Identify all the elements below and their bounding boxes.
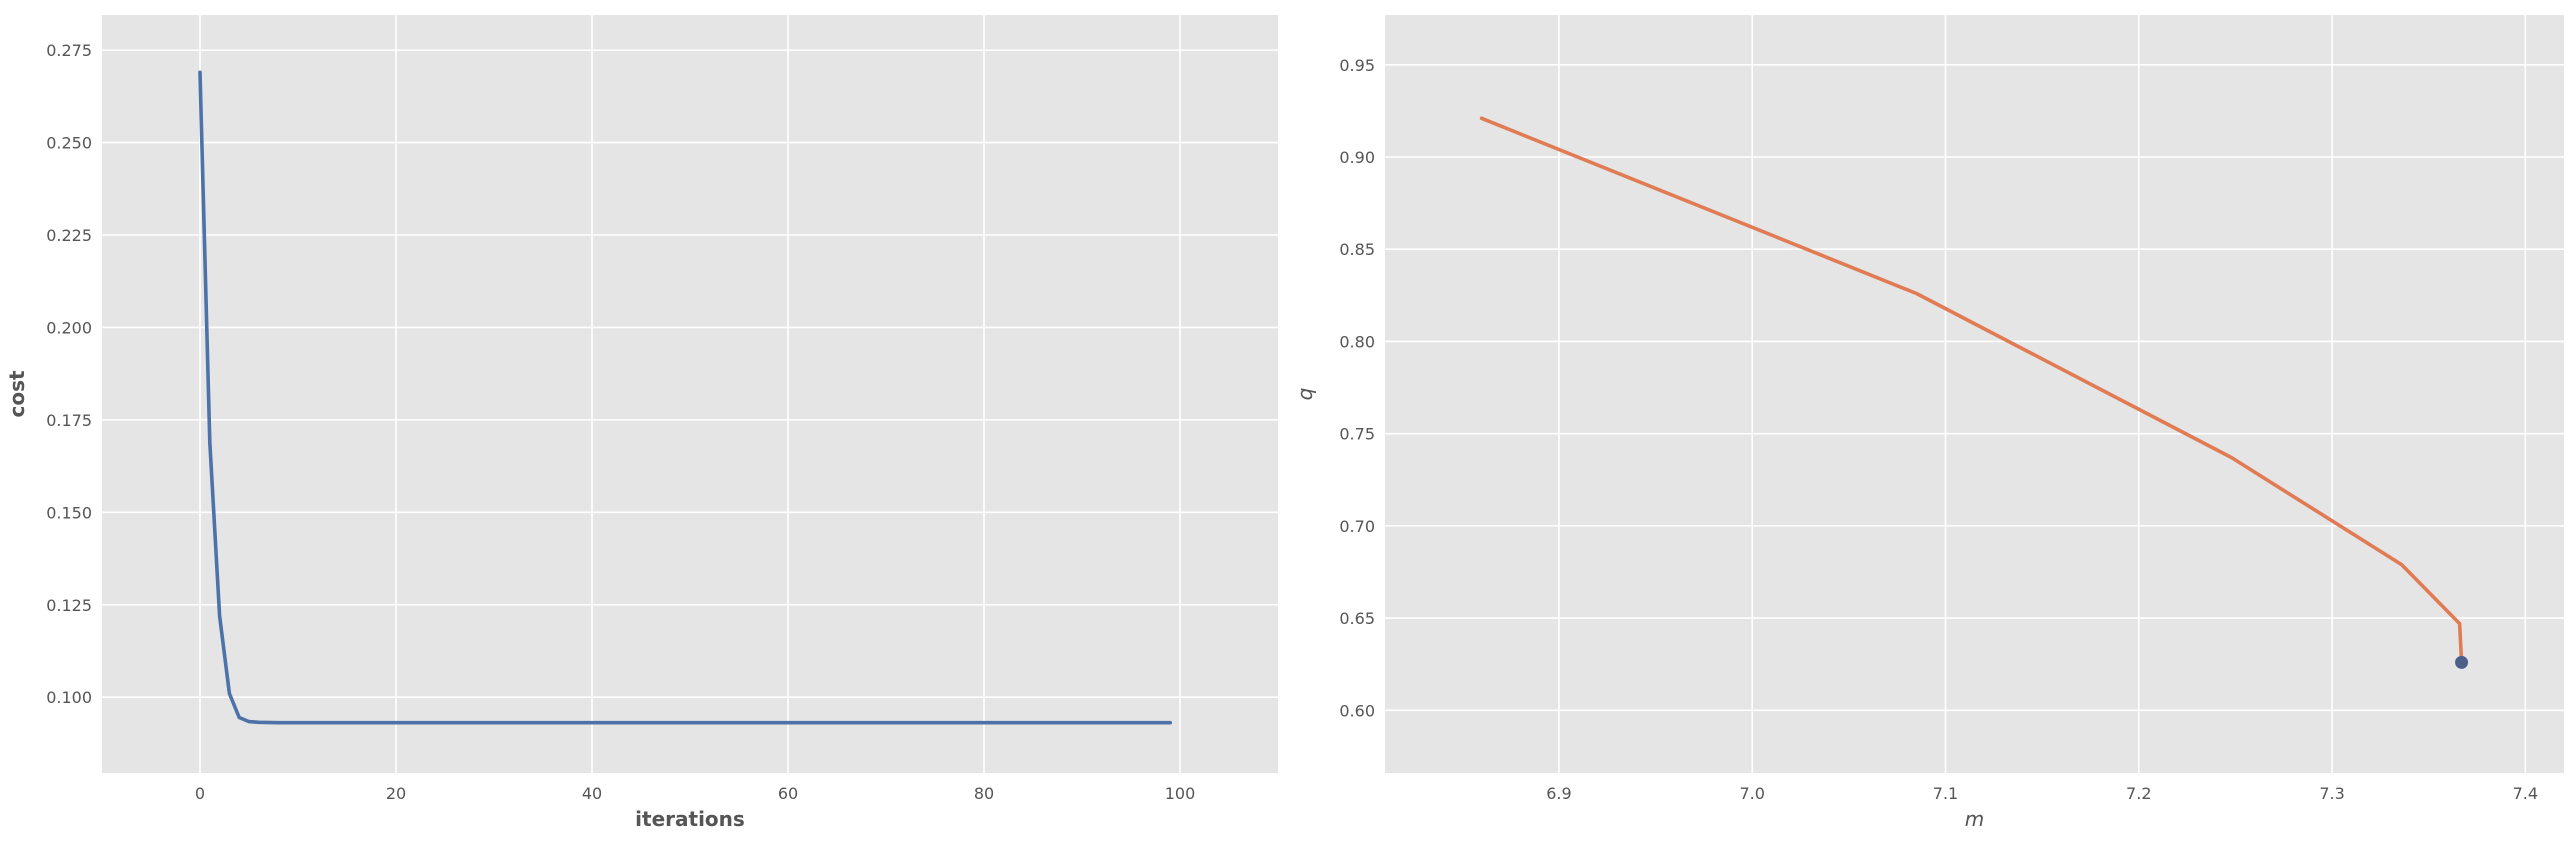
chart-1-x-tick-label: 7.0	[1740, 784, 1765, 803]
chart-1-y-tick-label: 0.90	[1339, 148, 1375, 167]
chart-0-y-tick-label: 0.100	[46, 688, 92, 707]
chart-0-y-tick-label: 0.175	[46, 411, 92, 430]
q-vs-m-chart: 6.9 7.0 7.1 7.2 7.3 7.4 0.60 0.65 0.70 0.75 0.80 0.…	[1293, 15, 2564, 831]
chart-1-x-tick-label: 7.4	[2513, 784, 2538, 803]
chart-0-plot-area	[102, 15, 1278, 773]
chart-0-x-tick-label: 0	[195, 784, 205, 803]
chart-1-x-tick-label: 7.2	[2126, 784, 2151, 803]
chart-1-x-tick-label: 7.1	[1933, 784, 1958, 803]
chart-0-y-tick-label: 0.150	[46, 503, 92, 522]
chart-0-x-tick-label: 80	[974, 784, 994, 803]
chart-1-y-tick-label: 0.80	[1339, 332, 1375, 351]
chart-1-x-tick-label: 6.9	[1546, 784, 1571, 803]
chart-0-y-axis-label: cost	[5, 370, 29, 418]
chart-1-y-tick-label: 0.60	[1339, 701, 1375, 720]
chart-0-y-tick-label: 0.275	[46, 41, 92, 60]
chart-0-x-tick-label: 100	[1165, 784, 1196, 803]
chart-0-series-line-0	[198, 70, 1172, 725]
chart-0-y-tick-label: 0.200	[46, 318, 92, 337]
chart-1-y-tick-label: 0.70	[1339, 517, 1375, 536]
chart-0-x-tick-label: 60	[778, 784, 798, 803]
chart-1-y-tick-label: 0.95	[1339, 56, 1375, 75]
chart-1-x-tick-label: 7.3	[2319, 784, 2344, 803]
chart-1-x-axis-label: m	[1965, 807, 1984, 831]
chart-0-y-tick-label: 0.225	[46, 226, 92, 245]
chart-0-y-tick-label: 0.250	[46, 134, 92, 153]
chart-1-plot-area	[1385, 15, 2564, 773]
chart-1-y-axis-label: q	[1293, 388, 1317, 401]
chart-1-end-point-marker	[2455, 655, 2469, 669]
chart-1-y-tick-label: 0.65	[1339, 609, 1375, 628]
chart-0-x-axis-label: iterations	[635, 807, 745, 831]
cost-vs-iterations-chart: 0 20 40 60 80 100 0.100 0.125 0.150 0.175 0.200 0.2…	[5, 15, 1278, 831]
chart-1-y-tick-label: 0.85	[1339, 240, 1375, 259]
chart-1-series-line-0	[1479, 116, 2464, 665]
chart-0-y-tick-label: 0.125	[46, 596, 92, 615]
chart-1-y-tick-label: 0.75	[1339, 425, 1375, 444]
chart-0-x-tick-label: 20	[386, 784, 406, 803]
chart-0-x-tick-label: 40	[582, 784, 602, 803]
